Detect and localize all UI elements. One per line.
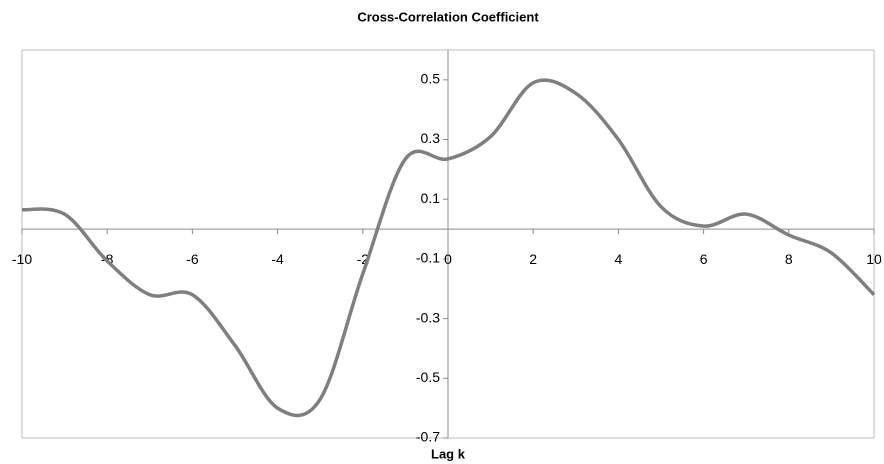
x-tick-label: -10	[12, 251, 32, 267]
x-axis-title: Lag k	[431, 446, 466, 461]
y-tick-label: -0.5	[416, 369, 440, 385]
x-tick-label: 4	[615, 251, 623, 267]
y-tick-label: 0.5	[421, 71, 441, 87]
x-tick-label: 0	[444, 251, 452, 267]
line-series	[21, 78, 876, 418]
y-tick-label: -0.7	[416, 429, 440, 445]
x-tick-label: -6	[186, 251, 199, 267]
x-tick-label: 6	[700, 251, 708, 267]
y-tick-label: 0.1	[421, 190, 441, 206]
x-tick-label: -4	[271, 251, 284, 267]
y-tick-label: -0.3	[416, 309, 440, 325]
y-tick-label: 0.3	[421, 130, 441, 146]
chart-title: Cross-Correlation Coefficient	[357, 9, 539, 24]
x-tick-label: 10	[866, 251, 882, 267]
y-tick-label: -0.1	[416, 250, 440, 266]
x-tick-label: 2	[529, 251, 537, 267]
x-tick-label: 8	[785, 251, 793, 267]
